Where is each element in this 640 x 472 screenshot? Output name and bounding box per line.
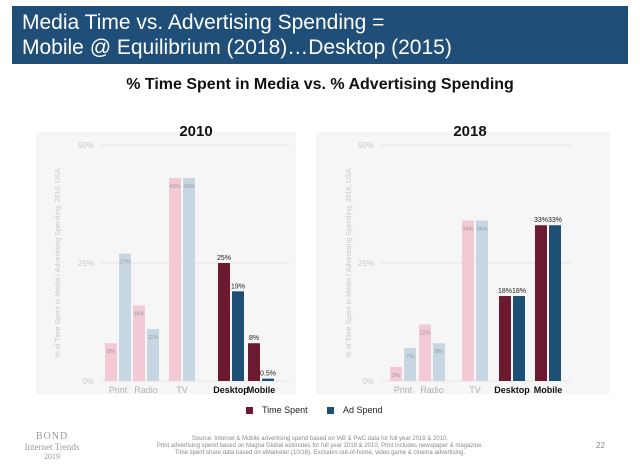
chart-2018-ytick-2: 50% [358,141,374,150]
chart-2010-label-mobile-time-spent: 8% [249,335,259,342]
chart-2010-xtick-tv: TV [176,385,188,395]
bond-logo-line-3: 2019 [44,452,60,461]
chart-2018-xtick-print: Print [394,385,413,395]
legend-item-time-spent: Time Spent [246,405,308,415]
chart-2010-label-desktop-ad-spend: 19% [231,283,245,290]
chart-2010-label-tv-time-spent: 43% [169,184,180,190]
chart-2010-ytick-2: 50% [78,141,94,150]
chart-2018-bar-radio-ad-spend [433,343,445,381]
chart-2018-label-print-time-spent: 3% [392,373,400,379]
chart-2018-bar-desktop-ad-spend [513,296,525,381]
chart-2010-label-radio-ad-spend: 11% [148,335,159,341]
chart-2018-label-radio-time-spent: 12% [419,330,430,336]
source-line-2: Print advertising spend based on Magna G… [156,443,484,449]
chart-2010-bar-tv-ad-spend [183,178,195,381]
chart-2018-label-desktop-ad-spend: 18% [512,288,526,295]
chart-2010-label-print-time-spent: 8% [107,349,115,355]
chart-2018-bar-mobile-time-spent [535,225,547,381]
chart-2018-bar-tv-time-spent [462,220,474,381]
chart-2018-ytick-0: 0% [362,377,374,386]
title-banner: Media Time vs. Advertising Spending = Mo… [12,6,628,64]
chart-2018-xtick-radio: Radio [420,385,444,395]
chart-2018-ytick-1: 25% [358,259,374,268]
title-line-2: Mobile @ Equilibrium (2018)…Desktop (201… [22,36,452,59]
bond-logo: BOND Internet Trends 2019 [12,432,92,462]
bond-logo-line-2: Internet Trends [24,442,80,452]
chart-2010-bar-mobile-time-spent [248,343,260,381]
chart-2010-title: 2010 [179,123,212,140]
chart-2018-bar-desktop-time-spent [499,296,511,381]
source-line-1: Source: Internet & Mobile advertising sp… [191,436,449,442]
chart-2010-xtick-print: Print [109,385,128,395]
chart-2010-label-desktop-time-spent: 25% [217,255,231,262]
legend: Time Spent Ad Spend [0,405,640,421]
chart-2010-bar-radio-ad-spend [147,329,159,381]
source-line-3: Time spent share data based on eMarketer… [174,450,466,456]
page-number: 22 [596,441,605,450]
chart-2010-label-tv-ad-spend: 43% [183,184,194,190]
chart-2018-label-tv-ad-spend: 34% [476,227,487,233]
source-note: Source: Internet & Mobile advertising sp… [130,436,510,457]
legend-swatch-ad-spend [327,406,334,414]
chart-2010-bar-mobile-ad-spend [262,378,274,381]
legend-label-ad-spend: Ad Spend [343,405,383,415]
chart-2018-label-tv-time-spent: 34% [462,227,473,233]
chart-2018-bar-radio-time-spent [419,324,431,381]
chart-2010-ytick-1: 25% [78,259,94,268]
chart-2010-ylabel: % of Time Spent in Media / Advertising S… [55,168,62,357]
chart-2010-bar-desktop-time-spent [218,263,230,381]
chart-2010-xtick-mobile: Mobile [247,385,276,395]
chart-2010-xtick-radio: Radio [134,385,158,395]
legend-item-ad-spend: Ad Spend [327,405,383,415]
legend-swatch-time-spent [246,406,253,414]
chart-2010-label-radio-time-spent: 16% [133,311,144,317]
chart-2010-bar-desktop-ad-spend [232,291,244,381]
chart-2018-ylabel: % of Time Spent in Media / Advertising S… [346,168,353,357]
legend-label-time-spent: Time Spent [262,405,308,415]
chart-2018-label-desktop-time-spent: 18% [498,288,512,295]
chart-2018-xtick-tv: TV [469,385,481,395]
chart-2018-bar-print-ad-spend [404,347,416,381]
chart-2018-label-radio-ad-spend: 8% [435,349,443,355]
chart-2010-bar-print-time-spent [105,343,117,381]
chart-2010-bar-tv-time-spent [169,178,181,381]
chart-2010-label-print-ad-spend: 27% [119,260,130,266]
chart-2018-bar-tv-ad-spend [476,220,488,381]
bond-logo-line-1: BOND [35,431,69,442]
chart-2018-bar-mobile-ad-spend [549,225,561,381]
chart-2018-label-mobile-time-spent: 33% [534,217,548,224]
chart-2018-label-mobile-ad-spend: 33% [548,217,562,224]
chart-2018-title: 2018 [453,123,486,140]
chart-2010-ytick-0: 0% [82,377,94,386]
chart-2018-xtick-mobile: Mobile [534,385,563,395]
chart-2010-bar-radio-time-spent [133,305,145,381]
chart-2018-bar-print-time-spent [390,366,402,381]
chart-subtitle: % Time Spent in Media vs. % Advertising … [126,76,514,93]
chart-2018-xtick-desktop: Desktop [494,385,530,395]
title-line-1: Media Time vs. Advertising Spending = [22,11,385,34]
chart-2018-label-print-ad-spend: 7% [406,354,414,360]
chart-2010-xtick-desktop: Desktop [213,385,249,395]
chart-2010-bar-print-ad-spend [119,253,131,381]
chart-2010-label-mobile-ad-spend: 0.5% [260,371,276,378]
